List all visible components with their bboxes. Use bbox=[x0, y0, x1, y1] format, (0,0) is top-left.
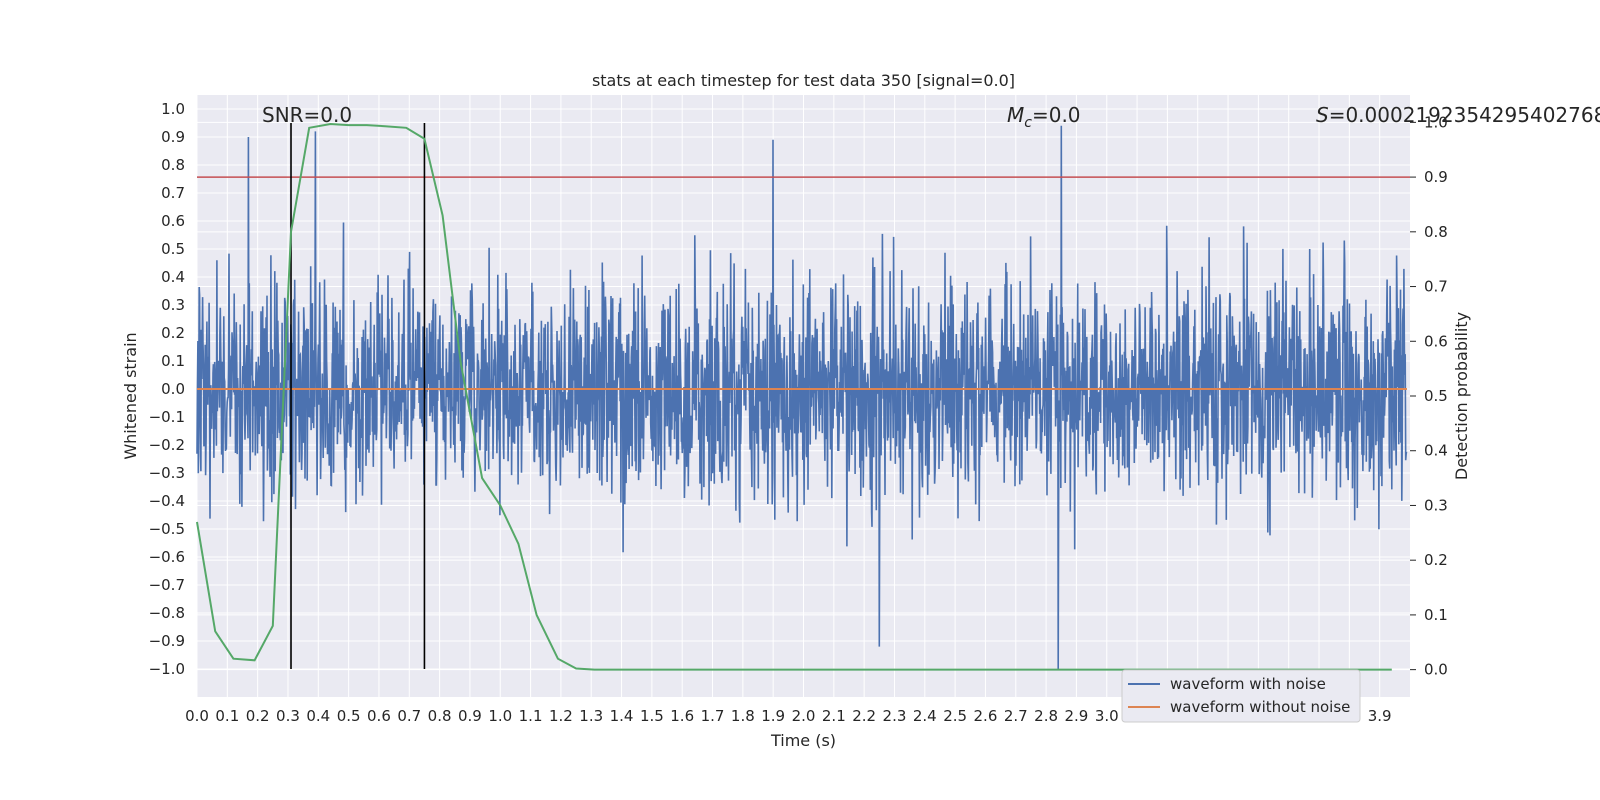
x-tick-label: 1.1 bbox=[519, 707, 543, 725]
x-tick-label: 0.1 bbox=[215, 707, 239, 725]
x-tick-label: 0.0 bbox=[185, 707, 209, 725]
y-right-tick-label: 0.6 bbox=[1424, 332, 1448, 350]
x-tick-label: 0.5 bbox=[337, 707, 361, 725]
x-tick-label: 0.9 bbox=[458, 707, 482, 725]
x-tick-label: 0.4 bbox=[306, 707, 330, 725]
annotation-mc: Mc=0.0 bbox=[1007, 103, 1081, 131]
x-tick-label: 0.2 bbox=[246, 707, 270, 725]
y-left-tick-label: −0.5 bbox=[149, 520, 185, 538]
x-tick-label: 1.7 bbox=[701, 707, 725, 725]
annotation-s: S=0.0002192354295402768 bbox=[1316, 103, 1600, 127]
y-left-tick-label: 0.5 bbox=[161, 240, 185, 258]
y-right-tick-label: 0.5 bbox=[1424, 387, 1448, 405]
y-left-tick-label: −0.4 bbox=[149, 492, 185, 510]
y-left-tick-label: −0.2 bbox=[149, 436, 185, 454]
y-left-tick-label: 0.8 bbox=[161, 156, 185, 174]
legend-label-waveform-without-noise: waveform without noise bbox=[1170, 698, 1350, 716]
x-tick-label: 2.1 bbox=[822, 707, 846, 725]
y-left-tick-label: −0.3 bbox=[149, 464, 185, 482]
x-tick-label: 3.0 bbox=[1095, 707, 1119, 725]
y-right-tick-label: 0.3 bbox=[1424, 496, 1448, 514]
x-tick-label: 0.8 bbox=[428, 707, 452, 725]
y-right-tick-label: 0.7 bbox=[1424, 278, 1448, 296]
y-right-tick-label: 0.1 bbox=[1424, 606, 1448, 624]
x-axis-label: Time (s) bbox=[770, 731, 836, 750]
y-left-tick-label: −0.7 bbox=[149, 576, 185, 594]
x-tick-label: 2.2 bbox=[852, 707, 876, 725]
x-tick-label: 1.2 bbox=[549, 707, 573, 725]
y-right-tick-label: 0.8 bbox=[1424, 223, 1448, 241]
x-tick-label: 0.6 bbox=[367, 707, 391, 725]
annotation-s-symbol: S bbox=[1316, 103, 1329, 127]
y-left-tick-label: 1.0 bbox=[161, 100, 185, 118]
y-right-tick-label: 0.2 bbox=[1424, 551, 1448, 569]
y-left-tick-label: 0.1 bbox=[161, 352, 185, 370]
y-left-tick-label: 0.7 bbox=[161, 184, 185, 202]
x-tick-label: 2.4 bbox=[913, 707, 937, 725]
y-right-tick-label: 0.4 bbox=[1424, 442, 1448, 460]
y-left-tick-label: −0.9 bbox=[149, 632, 185, 650]
y-left-axis-ticks: 1.0 0.9 0.8 0.7 0.6 0.5 0.4 0.3 0.2 0.1 0.0 −0.1 −0.… bbox=[149, 100, 185, 678]
legend-box bbox=[1121, 669, 1361, 723]
vertical-markers bbox=[290, 123, 426, 669]
x-tick-label: 2.5 bbox=[943, 707, 967, 725]
annotation-mc-symbol: M bbox=[1007, 103, 1024, 127]
series-waveform-with-noise bbox=[196, 125, 1408, 670]
y-left-tick-label: −1.0 bbox=[149, 660, 185, 678]
annotation-s-value: =0.0002192354295402768 bbox=[1329, 103, 1600, 127]
y-right-axis-label: Detection probability bbox=[1452, 312, 1471, 480]
x-tick-label: 2.7 bbox=[1004, 707, 1028, 725]
y-left-tick-label: 0.0 bbox=[161, 380, 185, 398]
y-right-axis-ticks: 1.0 0.9 0.8 0.7 0.6 0.5 0.4 0.3 0.2 0.1 0.0 bbox=[1410, 113, 1448, 679]
x-tick-label: 1.9 bbox=[761, 707, 785, 725]
x-tick-label: 2.6 bbox=[974, 707, 998, 725]
y-left-tick-label: 0.9 bbox=[161, 128, 185, 146]
y-left-tick-label: −0.6 bbox=[149, 548, 185, 566]
x-tick-label: 1.5 bbox=[640, 707, 664, 725]
y-right-tick-label: 1.0 bbox=[1424, 113, 1448, 131]
x-tick-label: 2.3 bbox=[883, 707, 907, 725]
x-tick-label: 0.7 bbox=[397, 707, 421, 725]
y-left-tick-label: 0.6 bbox=[161, 212, 185, 230]
y-right-tick-label: 0.9 bbox=[1424, 168, 1448, 186]
x-tick-label: 1.6 bbox=[670, 707, 694, 725]
y-right-tick-label: 0.0 bbox=[1424, 661, 1448, 679]
annotation-mc-subscript: c bbox=[1024, 115, 1032, 131]
y-left-tick-label: 0.3 bbox=[161, 296, 185, 314]
chart-title: stats at each timestep for test data 350… bbox=[592, 71, 1015, 90]
y-left-tick-label: −0.8 bbox=[149, 604, 185, 622]
x-tick-label: 1.3 bbox=[579, 707, 603, 725]
noise-trace bbox=[196, 125, 1408, 670]
x-tick-label: 2.9 bbox=[1064, 707, 1088, 725]
x-tick-label: 2.8 bbox=[1034, 707, 1058, 725]
x-tick-label: 3.9 bbox=[1368, 707, 1392, 725]
y-left-tick-label: −0.1 bbox=[149, 408, 185, 426]
series-detection-probability bbox=[196, 122, 1392, 671]
annotation-mc-value: =0.0 bbox=[1032, 103, 1081, 127]
y-left-tick-label: 0.4 bbox=[161, 268, 185, 286]
legend: waveform with noise waveform without noi… bbox=[1121, 669, 1361, 723]
x-tick-label: 1.0 bbox=[488, 707, 512, 725]
x-tick-label: 2.0 bbox=[792, 707, 816, 725]
y-left-tick-label: 0.2 bbox=[161, 324, 185, 342]
annotation-snr: SNR=0.0 bbox=[262, 103, 352, 127]
x-tick-label: 0.3 bbox=[276, 707, 300, 725]
y-left-axis-label: Whitened strain bbox=[121, 332, 140, 459]
x-tick-label: 1.4 bbox=[610, 707, 634, 725]
legend-label-waveform-with-noise: waveform with noise bbox=[1170, 675, 1326, 693]
x-tick-label: 1.8 bbox=[731, 707, 755, 725]
